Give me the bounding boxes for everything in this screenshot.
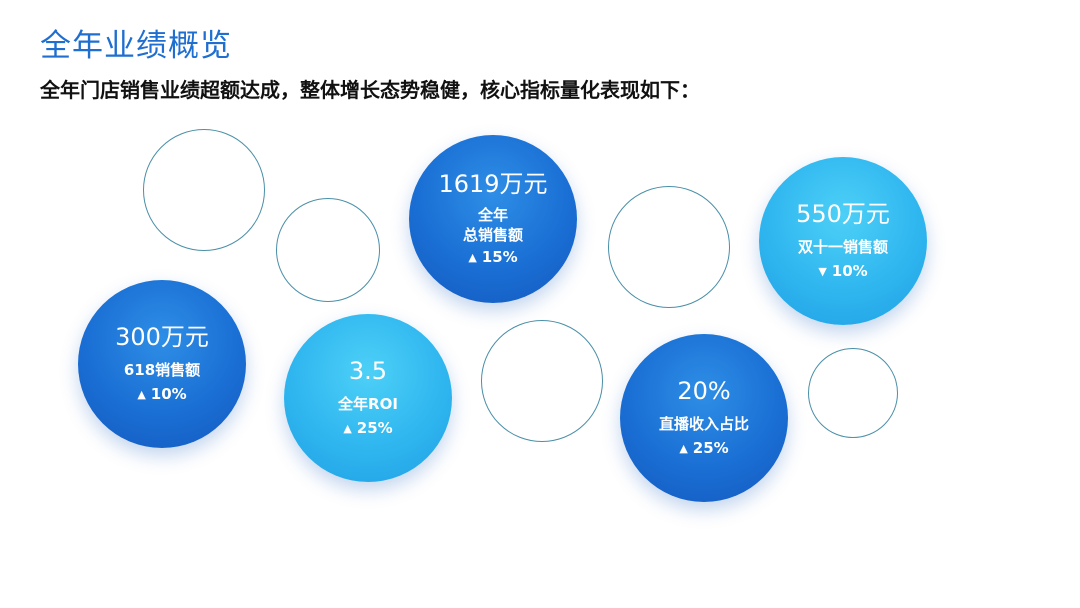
metric-bubble-618: 300万元 618销售额 ▲ 10% — [78, 280, 246, 448]
metric-bubble-double-eleven: 550万元 双十一销售额 ▼ 10% — [759, 157, 927, 325]
metric-value: 3.5 — [348, 357, 388, 385]
metric-change-value: 10% — [150, 385, 187, 403]
metric-label: 全年 — [477, 206, 508, 224]
metric-value: 20% — [677, 377, 731, 405]
metric-change: ▲ 15% — [468, 247, 517, 269]
metric-value: 300万元 — [115, 323, 209, 351]
up-arrow-icon: ▲ — [679, 442, 688, 455]
decorative-ring — [276, 198, 380, 302]
metric-change-value: 15% — [481, 248, 518, 266]
metric-bubble-roi: 3.5 全年ROI ▲ 25% — [284, 314, 452, 482]
metric-change: ▲ 10% — [137, 384, 186, 406]
page-title: 全年业绩概览 — [40, 28, 232, 64]
metric-change-value: 25% — [356, 419, 393, 437]
decorative-ring — [143, 129, 265, 251]
decorative-ring — [608, 186, 730, 308]
up-arrow-icon: ▲ — [468, 251, 477, 264]
metric-label: 总销售额 — [462, 226, 523, 244]
metric-change: ▲ 25% — [343, 418, 392, 440]
metric-change-value: 25% — [692, 439, 729, 457]
decorative-ring — [481, 320, 603, 442]
metric-label: 双十一销售额 — [797, 238, 888, 256]
decorative-ring — [808, 348, 898, 438]
metric-change: ▼ 10% — [818, 261, 867, 283]
down-arrow-icon: ▼ — [818, 265, 827, 278]
metric-bubble-total-sales: 1619万元 全年 总销售额 ▲ 15% — [409, 135, 577, 303]
metric-label: 全年ROI — [338, 395, 398, 413]
page-subtitle: 全年门店销售业绩超额达成，整体增长态势稳健，核心指标量化表现如下： — [40, 78, 700, 102]
up-arrow-icon: ▲ — [137, 388, 146, 401]
metric-change: ▲ 25% — [679, 438, 728, 460]
metric-value: 1619万元 — [438, 170, 548, 198]
metric-label: 618销售额 — [123, 361, 201, 379]
metric-value: 550万元 — [796, 200, 890, 228]
metric-change-value: 10% — [831, 262, 868, 280]
metric-bubble-live-stream: 20% 直播收入占比 ▲ 25% — [620, 334, 788, 502]
metric-label: 直播收入占比 — [658, 415, 749, 433]
up-arrow-icon: ▲ — [343, 422, 352, 435]
